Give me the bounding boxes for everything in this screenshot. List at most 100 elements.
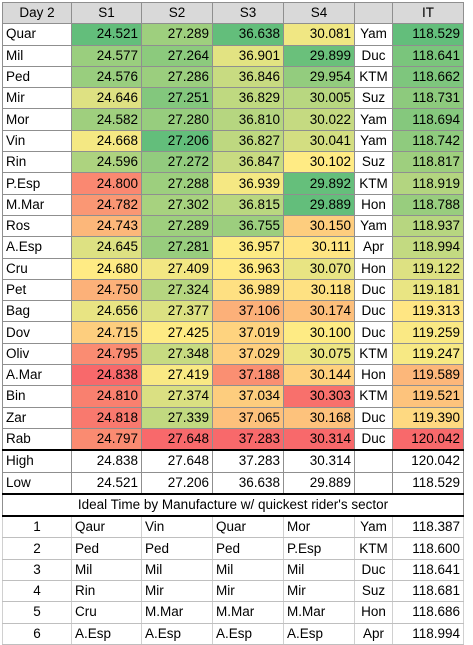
rider-name: Bag — [2, 300, 72, 323]
sector-4-time: 30.168 — [283, 406, 355, 429]
ideal-time: 119.589 — [392, 364, 464, 387]
sector-1-time: 24.795 — [71, 342, 142, 366]
rank: 4 — [2, 580, 72, 603]
manufacturer: Yam — [354, 23, 393, 46]
ideal-time: 119.247 — [392, 342, 464, 366]
manufacturer: KTM — [354, 65, 393, 89]
quickest-rider: Ped — [71, 537, 142, 560]
quickest-rider: Vin — [141, 515, 213, 539]
quickest-rider: A.Esp — [212, 622, 284, 645]
sector-2-time: 27.289 — [141, 214, 213, 238]
rank: 5 — [2, 601, 72, 624]
sector-3-time: 37.029 — [212, 342, 284, 366]
ideal-time: 118.731 — [392, 87, 464, 110]
manufacturer: Duc — [354, 558, 393, 582]
rider-row: Dov 24.715 27.425 37.019 30.100 Duc 119.259 — [2, 321, 464, 344]
sector-4-time: 30.303 — [283, 385, 355, 408]
ideal-time: 118.937 — [392, 214, 464, 238]
quickest-rider: A.Esp — [141, 622, 213, 645]
manufacturer: Yam — [354, 214, 393, 238]
sector-1-time: 24.680 — [71, 257, 142, 280]
rider-row: Vin 24.668 27.206 36.827 30.041 Yam 118.742 — [2, 129, 464, 153]
sector-3-time: 36.827 — [212, 129, 284, 153]
sector-2-time: 27.648 — [141, 427, 213, 451]
quickest-rider: Mor — [283, 515, 355, 539]
empty-cell — [354, 471, 393, 495]
manufacturer: Duc — [354, 278, 393, 302]
rider-name: Pet — [2, 278, 72, 302]
summary-label: Low — [2, 471, 72, 495]
sector-2-time: 27.280 — [141, 108, 213, 131]
sector-1-time: 24.800 — [71, 172, 142, 195]
rank: 6 — [2, 622, 72, 645]
manufacturer: Duc — [354, 300, 393, 323]
manufacturer: Hon — [354, 364, 393, 387]
manufacturer: Apr — [354, 236, 393, 259]
rider-name: Zar — [2, 406, 72, 429]
rider-row: Bin 24.810 27.374 37.034 30.303 KTM 119.521 — [2, 385, 464, 408]
ideal-time: 119.259 — [392, 321, 464, 344]
manufacturer: KTM — [354, 537, 393, 560]
ideal-section-title: Ideal Time by Manufacture w/ quickest ri… — [2, 492, 464, 518]
ideal-time: 118.788 — [392, 193, 464, 216]
rider-name: Ros — [2, 214, 72, 238]
sector-1-time: 24.576 — [71, 65, 142, 89]
rider-name: Mir — [2, 87, 72, 110]
sector-4-time: 30.174 — [283, 300, 355, 323]
rider-name: Oliv — [2, 342, 72, 366]
ideal-time: 118.641 — [392, 44, 464, 67]
ideal-time: 119.181 — [392, 278, 464, 302]
summary-sector-time: 29.889 — [283, 471, 355, 495]
ideal-title-row: Ideal Time by Manufacture w/ quickest ri… — [2, 492, 464, 518]
rider-row: Cru 24.680 27.409 36.963 30.070 Hon 119.122 — [2, 257, 464, 280]
ideal-row: 3 Mil Mil Mil Mil Duc 118.641 — [2, 558, 464, 582]
rider-name: Dov — [2, 321, 72, 344]
ideal-time: 119.122 — [392, 257, 464, 280]
rider-row: Mil 24.577 27.264 36.901 29.899 Duc 118.641 — [2, 44, 464, 67]
quickest-rider: Mir — [141, 580, 213, 603]
sector-4-time: 29.892 — [283, 172, 355, 195]
sector-3-time: 36.755 — [212, 214, 284, 238]
quickest-rider: Quar — [212, 515, 284, 539]
quickest-rider: Mil — [212, 558, 284, 582]
rider-row: Zar 24.818 27.339 37.065 30.168 Duc 119.390 — [2, 406, 464, 429]
rider-row: Rin 24.596 27.272 36.847 30.102 Suz 118.817 — [2, 151, 464, 174]
sector-2-time: 27.206 — [141, 129, 213, 153]
rider-row: M.Mar 24.782 27.302 36.815 29.889 Hon 118.788 — [2, 193, 464, 216]
sector-2-time: 27.288 — [141, 172, 213, 195]
rider-name: A.Mar — [2, 364, 72, 387]
sector-3-time: 36.846 — [212, 65, 284, 89]
ideal-time: 118.387 — [392, 515, 464, 539]
rider-name: Mil — [2, 44, 72, 67]
rank: 2 — [2, 537, 72, 560]
sector-3-time: 37.019 — [212, 321, 284, 344]
ideal-time: 119.313 — [392, 300, 464, 323]
manufacturer: Hon — [354, 257, 393, 280]
quickest-rider: Qaur — [71, 515, 142, 539]
ideal-time: 118.694 — [392, 108, 464, 131]
sector-2-time: 27.409 — [141, 257, 213, 280]
rider-row: Pet 24.750 27.324 36.989 30.118 Duc 119.181 — [2, 278, 464, 302]
quickest-rider: Ped — [141, 537, 213, 560]
sector-2-time: 27.348 — [141, 342, 213, 366]
sector-3-time: 37.106 — [212, 300, 284, 323]
summary-sector-time: 24.521 — [71, 471, 142, 495]
rider-row: Rab 24.797 27.648 37.283 30.314 Duc 120.042 — [2, 427, 464, 451]
ideal-row: 5 Cru M.Mar M.Mar M.Mar Hon 118.686 — [2, 601, 464, 624]
ideal-row: 4 Rin Mir Mir Mir Suz 118.681 — [2, 580, 464, 603]
quickest-rider: Mil — [283, 558, 355, 582]
manufacturer: Yam — [354, 515, 393, 539]
sector-4-time: 30.102 — [283, 151, 355, 174]
sector-1-time: 24.582 — [71, 108, 142, 131]
quickest-rider: A.Esp — [71, 622, 142, 645]
rider-name: Vin — [2, 129, 72, 153]
quickest-rider: Mir — [212, 580, 284, 603]
sector-4-time: 30.314 — [283, 427, 355, 451]
rider-row: P.Esp 24.800 27.288 36.939 29.892 KTM 118.919 — [2, 172, 464, 195]
column-header: Day 2 — [2, 1, 72, 25]
summary-row: Low 24.521 27.206 36.638 29.889 118.529 — [2, 471, 464, 495]
quickest-rider: M.Mar — [212, 601, 284, 624]
sector-2-time: 27.419 — [141, 364, 213, 387]
rider-row: Bag 24.656 27.377 37.106 30.174 Duc 119.313 — [2, 300, 464, 323]
sector-4-time: 30.075 — [283, 342, 355, 366]
